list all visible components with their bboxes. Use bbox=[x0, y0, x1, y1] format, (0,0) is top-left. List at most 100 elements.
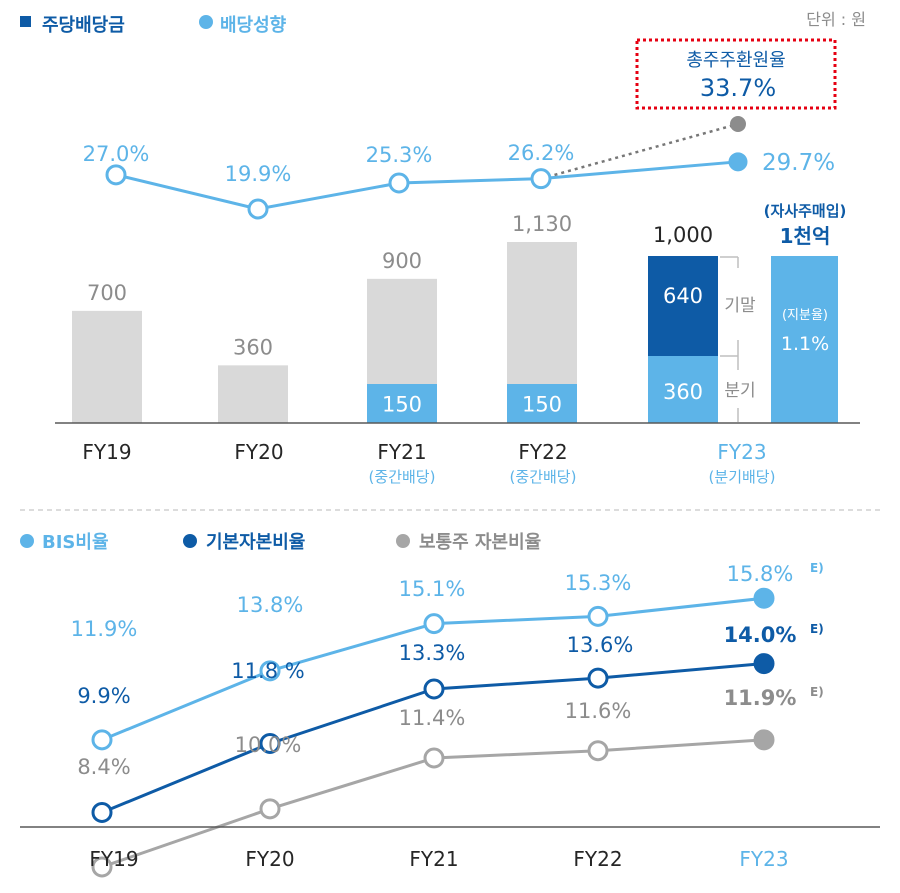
tier1-marker-fy21 bbox=[423, 678, 445, 700]
dividend-bar-label-fy23: 1,000 bbox=[653, 223, 713, 247]
payout-marker-fy20 bbox=[247, 198, 269, 220]
total-return-callout-box bbox=[635, 38, 837, 110]
cet1-marker-fy22 bbox=[587, 740, 609, 762]
payout-label-fy23: 29.7% bbox=[762, 150, 835, 176]
top-category-sub-fy21: (중간배당) bbox=[369, 468, 436, 486]
dividend-bars: 700 360 900 150 1,130 150 360 640 1,000 bbox=[72, 212, 718, 423]
bis-marker-fy21 bbox=[423, 613, 445, 635]
payout-marker-fy21 bbox=[388, 172, 410, 194]
cet1-marker-fy23 bbox=[753, 729, 775, 751]
bis-legend-label: BIS비율 bbox=[42, 532, 109, 553]
buyback-amount: 1천억 bbox=[780, 224, 831, 248]
top-category-fy19: FY19 bbox=[82, 440, 131, 464]
payout-marker-fy23 bbox=[728, 152, 748, 172]
bis-label-fy22: 15.3% bbox=[565, 571, 632, 595]
tier1-label-fy19: 9.9% bbox=[77, 684, 130, 708]
bis-legend-circle-icon bbox=[20, 534, 34, 548]
top-category-sub-fy23: (분기배당) bbox=[709, 468, 776, 486]
total-return-value: 33.7% bbox=[700, 74, 776, 102]
top-category-fy21: FY21 bbox=[377, 440, 426, 464]
top-category-fy20: FY20 bbox=[234, 440, 283, 464]
cet1-label-fy20: 10.0% bbox=[235, 733, 302, 757]
cet1-marker-fy20 bbox=[259, 798, 281, 820]
payout-marker-fy19 bbox=[105, 164, 127, 186]
bis-marker-fy23 bbox=[753, 587, 775, 609]
total-return-title: 총주주환원율 bbox=[686, 50, 785, 71]
payout-label-fy20: 19.9% bbox=[225, 162, 292, 186]
bis-label-fy21: 15.1% bbox=[399, 577, 466, 601]
cet1-legend-circle-icon bbox=[396, 534, 410, 548]
payout-label-fy21: 25.3% bbox=[366, 143, 433, 167]
bottom-category-fy20: FY20 bbox=[245, 847, 294, 871]
cet1-legend-label: 보통주 자본비율 bbox=[419, 532, 541, 553]
tier1-label-fy20: 11.8 % bbox=[231, 659, 304, 683]
payout-legend-label: 배당성향 bbox=[220, 15, 287, 36]
bis-estimate-mark: E) bbox=[810, 561, 824, 575]
cet1-estimate-mark: E) bbox=[810, 685, 824, 699]
buyback-title: (자사주매입) bbox=[764, 202, 847, 220]
bottom-category-fy19: FY19 bbox=[89, 847, 138, 871]
tier1-label-fy21: 13.3% bbox=[399, 641, 466, 665]
cet1-label-fy19: 8.4% bbox=[77, 755, 130, 779]
total-return-connector bbox=[540, 122, 739, 180]
interim-bar-fy21 bbox=[367, 384, 437, 423]
tier1-legend-label: 기본자본비율 bbox=[206, 532, 305, 553]
interim-bar-fy22 bbox=[507, 384, 577, 423]
quarterly-bar-fy23 bbox=[648, 356, 718, 423]
tier1-estimate-mark: E) bbox=[810, 622, 824, 636]
unit-label: 단위 : 원 bbox=[806, 10, 866, 29]
payout-line: 27.0% 19.9% 25.3% 26.2% 29.7% bbox=[83, 116, 835, 220]
bottom-category-fy23: FY23 bbox=[739, 847, 788, 871]
fy23-year-end-label: 기말 bbox=[724, 296, 756, 316]
payout-polyline bbox=[115, 160, 739, 211]
payout-marker-fy22 bbox=[530, 168, 552, 190]
dividend-bar-label-fy22: 1,130 bbox=[512, 212, 572, 236]
quarterly-bar-label-fy23: 360 bbox=[663, 380, 703, 404]
bottom-category-fy21: FY21 bbox=[409, 847, 458, 871]
bis-label-fy20: 13.8% bbox=[237, 593, 304, 617]
dividend-bar-fy19 bbox=[72, 310, 142, 423]
buyback-ratio-label: (지분율) bbox=[782, 308, 828, 323]
capital-ratio-lines: 11.9% 13.8% 15.1% 15.3% 15.8% E) 9.9% 11.8 % 13.… bbox=[71, 561, 824, 878]
tier1-label-fy23: 14.0% bbox=[724, 623, 797, 647]
year-end-bar-label-fy23: 640 bbox=[663, 284, 703, 308]
bis-marker-fy19 bbox=[91, 729, 113, 751]
tier1-legend-circle-icon bbox=[183, 534, 197, 548]
total-return-marker bbox=[730, 116, 746, 132]
cet1-label-fy22: 11.6% bbox=[565, 699, 632, 723]
bis-marker-fy20 bbox=[259, 660, 281, 682]
payout-label-fy22: 26.2% bbox=[508, 141, 575, 165]
tier1-label-fy22: 13.6% bbox=[567, 633, 634, 657]
buyback-bar bbox=[771, 256, 838, 423]
payout-label-fy19: 27.0% bbox=[83, 142, 150, 166]
bottom-category-labels: FY19 FY20 FY21 FY22 FY23 bbox=[89, 847, 788, 871]
cet1-marker-fy21 bbox=[423, 747, 445, 769]
bis-marker-fy22 bbox=[587, 605, 609, 627]
tier1-marker-fy20 bbox=[259, 732, 281, 754]
dividend-bar-fy20 bbox=[218, 365, 288, 423]
year-end-bar-fy23 bbox=[648, 256, 718, 356]
bis-label-fy19: 11.9% bbox=[71, 617, 138, 641]
cet1-marker-fy19 bbox=[91, 856, 113, 878]
interim-bar-label-fy21: 150 bbox=[382, 393, 422, 417]
tier1-marker-fy22 bbox=[587, 667, 609, 689]
payout-legend-circle-icon bbox=[199, 15, 213, 29]
interim-bar-label-fy22: 150 bbox=[522, 393, 562, 417]
bottom-category-fy22: FY22 bbox=[573, 847, 622, 871]
dividend-bar-label-fy20: 360 bbox=[233, 335, 273, 359]
tier1-marker-fy23 bbox=[753, 653, 775, 675]
cet1-label-fy23: 11.9% bbox=[724, 686, 797, 710]
cet1-label-fy21: 11.4% bbox=[399, 706, 466, 730]
buyback-ratio-value: 1.1% bbox=[781, 333, 829, 355]
top-category-fy22: FY22 bbox=[518, 440, 567, 464]
bis-label-fy23: 15.8% bbox=[727, 562, 794, 586]
tier1-marker-fy19 bbox=[91, 801, 113, 823]
dividend-bar-label-fy19: 700 bbox=[87, 281, 127, 305]
fy23-quarterly-label: 분기 bbox=[724, 381, 755, 401]
top-category-labels: FY19 FY20 FY21 (중간배당) FY22 (중간배당) FY23 (분기배당) bbox=[82, 440, 775, 486]
dividend-legend-label: 주당배당금 bbox=[42, 15, 125, 36]
dividend-legend-square-icon bbox=[20, 16, 31, 27]
top-category-sub-fy22: (중간배당) bbox=[510, 468, 577, 486]
